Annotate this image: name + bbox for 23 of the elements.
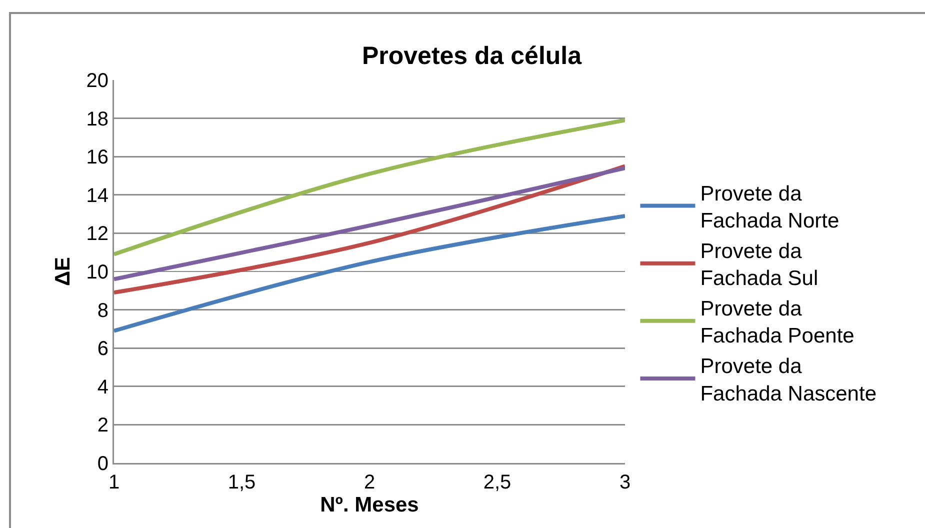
- legend-label: Provete da Fachada Norte: [700, 182, 840, 233]
- x-tick-label: 2: [364, 472, 376, 494]
- y-axis-title: ΔE: [52, 256, 75, 286]
- legend-label: Provete da Fachada Nascente: [700, 355, 876, 406]
- y-tick-label: 2: [97, 414, 108, 437]
- x-tick-label: 3: [619, 472, 631, 494]
- y-tick-label: 16: [86, 146, 108, 169]
- y-tick-label: 4: [97, 376, 108, 398]
- y-tick-label: 6: [97, 338, 108, 360]
- legend-label: Provete da Fachada Poente: [700, 297, 854, 348]
- y-tick-label: 18: [86, 108, 108, 130]
- y-tick-label: 12: [86, 223, 108, 246]
- chart-title: Provetes da célula: [362, 42, 583, 70]
- x-axis-title: Nº. Meses: [320, 494, 419, 516]
- y-tick-label: 20: [86, 70, 108, 92]
- y-tick-label: 0: [97, 453, 108, 475]
- legend-label: Provete da Fachada Sul: [700, 240, 818, 290]
- y-tick-label: 8: [97, 300, 108, 322]
- y-tick-label: 10: [86, 262, 108, 284]
- x-tick-label: 2,5: [483, 472, 512, 494]
- y-tick-label: 14: [86, 184, 108, 207]
- x-tick-label: 1,5: [228, 472, 256, 494]
- x-tick-label: 1: [108, 472, 120, 494]
